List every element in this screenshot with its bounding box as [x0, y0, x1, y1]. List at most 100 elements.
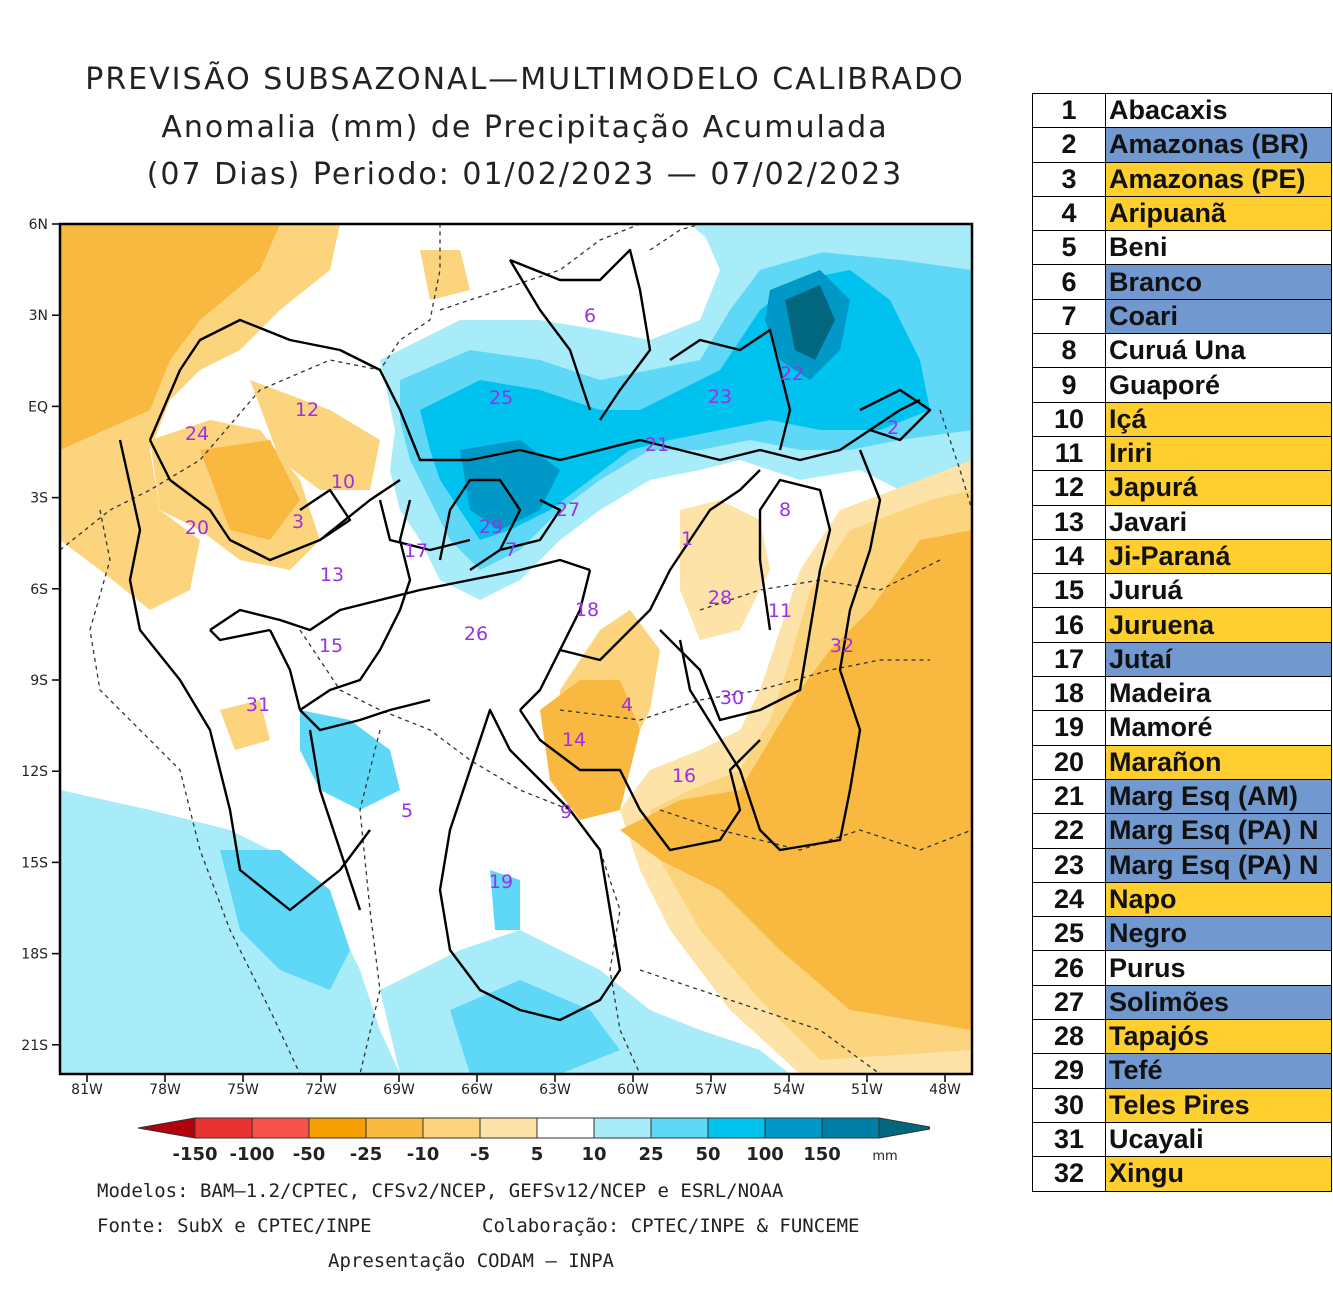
colorbar-cell	[821, 1117, 880, 1139]
legend-row: 25 Negro	[1032, 916, 1332, 952]
colorbar: -150 -100 -50 -25 -10 -5 5 10 25 50 100 150 mm	[137, 1117, 930, 1165]
legend-basin-name: Ucayali	[1105, 1121, 1332, 1158]
legend-row: 14 Ji-Paraná	[1032, 538, 1332, 575]
legend-number: 22	[1032, 813, 1106, 849]
basin-label-25: 25	[489, 387, 513, 409]
credits-source: Fonte: SubX e CPTEC/INPE	[97, 1215, 372, 1237]
lat-label: 3N	[29, 308, 48, 324]
legend-basin-name: Purus	[1105, 950, 1332, 986]
legend-number: 19	[1032, 710, 1106, 746]
legend-row: 26 Purus	[1032, 950, 1332, 986]
legend-basin-name: Branco	[1105, 264, 1332, 300]
legend-basin-name: Tefé	[1105, 1053, 1332, 1089]
lon-label: 48W	[929, 1082, 961, 1098]
legend-row: 12 Japurá	[1032, 470, 1332, 506]
lon-label: 63W	[539, 1082, 571, 1098]
legend-number: 1	[1032, 93, 1106, 129]
lat-label: 6S	[30, 582, 48, 598]
basin-label-19: 19	[489, 871, 513, 893]
legend-number: 18	[1032, 676, 1106, 712]
longitude-labels: 81W 78W 75W 72W 69W 66W 63W 60W 57W 54W 51W 48W	[71, 1074, 961, 1098]
map-title-line3: (07 Dias) Periodo: 01/02/2023 — 07/02/20…	[146, 157, 904, 192]
legend-basin-name: Aripuanã	[1105, 195, 1332, 232]
legend-number: 26	[1032, 950, 1106, 986]
basin-label-9: 9	[560, 801, 572, 823]
lat-label: 9S	[30, 673, 48, 689]
legend-basin-name: Ji-Paraná	[1105, 538, 1332, 575]
lat-label: 15S	[21, 855, 48, 871]
legend-row: 21 Marg Esq (AM)	[1032, 778, 1332, 815]
legend-row: 22 Marg Esq (PA) N	[1032, 813, 1332, 849]
basin-label-6: 6	[584, 305, 596, 327]
basin-label-17: 17	[404, 540, 428, 562]
lat-label: 3S	[30, 491, 48, 507]
legend-number: 13	[1032, 504, 1106, 540]
legend-basin-name: Abacaxis	[1105, 93, 1332, 129]
colorbar-cell	[308, 1117, 367, 1139]
legend-basin-name: Guaporé	[1105, 367, 1332, 403]
legend-row: 7 Coari	[1032, 298, 1332, 335]
legend-number: 27	[1032, 984, 1106, 1021]
legend-basin-name: Marg Esq (PA) N	[1105, 813, 1332, 849]
legend-basin-name: Xingu	[1105, 1156, 1332, 1192]
basin-label-30: 30	[720, 687, 744, 709]
basin-label-21: 21	[645, 434, 669, 456]
basin-legend: 1 Abacaxis 2 Amazonas (BR) 3 Amazonas (PE) 4 Ar…	[1032, 93, 1333, 1268]
legend-basin-name: Jutaí	[1105, 641, 1332, 678]
legend-row: 16 Juruena	[1032, 607, 1332, 643]
colorbar-label: 5	[531, 1144, 544, 1165]
colorbar-label: -100	[229, 1144, 274, 1165]
lon-label: 72W	[305, 1082, 337, 1098]
basin-label-4: 4	[621, 694, 633, 716]
legend-number: 29	[1032, 1053, 1106, 1089]
legend-number: 9	[1032, 367, 1106, 403]
colorbar-cell	[650, 1117, 709, 1139]
legend-basin-name: Marg Esq (PA) N	[1105, 847, 1332, 883]
basin-label-5: 5	[401, 800, 413, 822]
map-title-line1: PREVISÃO SUBSAZONAL—MULTIMODELO CALIBRAD…	[85, 62, 965, 97]
legend-number: 4	[1032, 195, 1106, 232]
legend-row: 8 Curuá Una	[1032, 333, 1332, 369]
legend-number: 5	[1032, 230, 1106, 266]
lon-label: 69W	[383, 1082, 415, 1098]
legend-number: 16	[1032, 607, 1106, 643]
legend-basin-name: Amazonas (BR)	[1105, 127, 1332, 163]
legend-row: 10 Içá	[1032, 401, 1332, 437]
legend-number: 28	[1032, 1019, 1106, 1055]
legend-basin-name: Teles Pires	[1105, 1087, 1332, 1123]
basin-label-14: 14	[562, 729, 586, 751]
basin-label-32: 32	[830, 635, 854, 657]
legend-basin-name: Negro	[1105, 916, 1332, 952]
lat-label: 18S	[21, 947, 48, 963]
legend-number: 2	[1032, 127, 1106, 163]
colorbar-label: -50	[293, 1144, 326, 1165]
legend-basin-name: Amazonas (PE)	[1105, 161, 1332, 197]
lon-label: 54W	[773, 1082, 805, 1098]
legend-number: 24	[1032, 881, 1106, 918]
legend-basin-name: Iriri	[1105, 435, 1332, 472]
colorbar-unit: mm	[872, 1149, 897, 1164]
lat-label: 12S	[21, 764, 48, 780]
legend-row: 13 Javari	[1032, 504, 1332, 540]
legend-row: 6 Branco	[1032, 264, 1332, 300]
basin-label-22: 22	[780, 363, 804, 385]
legend-row: 2 Amazonas (BR)	[1032, 127, 1332, 163]
basin-label-7: 7	[505, 539, 517, 561]
legend-number: 6	[1032, 264, 1106, 300]
basin-label-26: 26	[464, 623, 488, 645]
basin-label-10: 10	[331, 471, 355, 493]
colorbar-label: -10	[407, 1144, 440, 1165]
legend-row: 4 Aripuanã	[1032, 195, 1332, 232]
colorbar-cell	[137, 1117, 196, 1139]
lat-label: 21S	[21, 1038, 48, 1054]
basin-label-15: 15	[319, 635, 343, 657]
colorbar-cell	[422, 1117, 481, 1139]
basin-label-16: 16	[672, 765, 696, 787]
legend-row: 1 Abacaxis	[1032, 93, 1332, 129]
basin-label-13: 13	[320, 564, 344, 586]
legend-number: 12	[1032, 470, 1106, 506]
colorbar-cell	[593, 1117, 652, 1139]
legend-row: 9 Guaporé	[1032, 367, 1332, 403]
colorbar-label: 150	[803, 1144, 841, 1165]
legend-number: 17	[1032, 641, 1106, 678]
